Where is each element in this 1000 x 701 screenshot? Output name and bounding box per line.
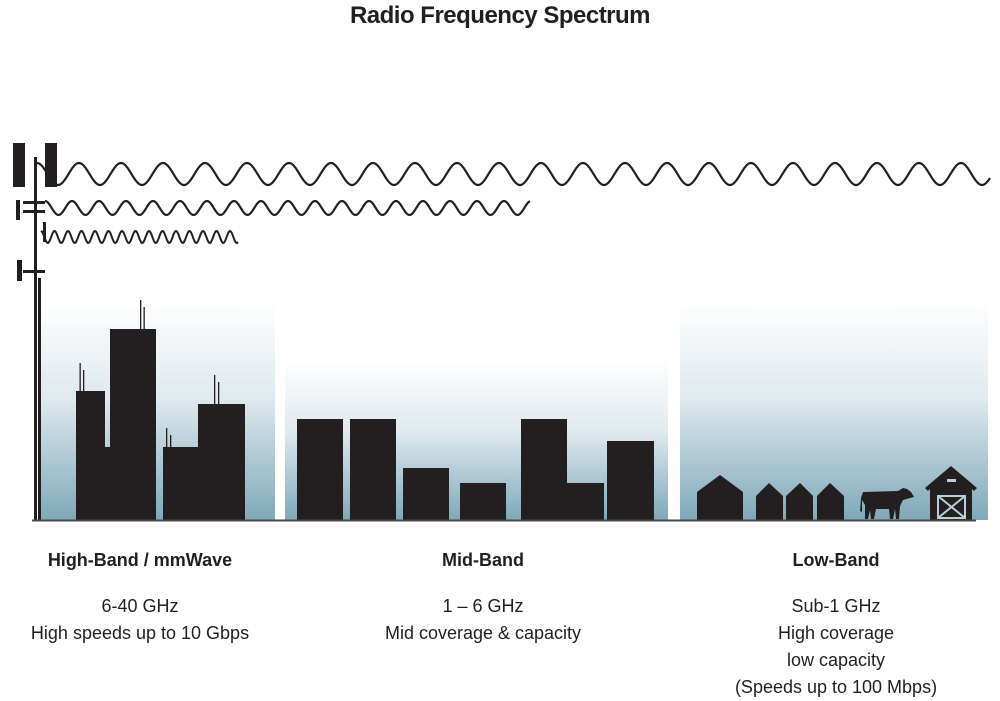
band-description: low capacity bbox=[786, 650, 886, 670]
suburban-buildings-icon bbox=[297, 419, 654, 520]
band-name: Low-Band bbox=[792, 550, 880, 570]
low-band-label: Low-Band Sub-1 GHz High coverage low cap… bbox=[686, 547, 986, 701]
high-band-label: High-Band / mmWave 6-40 GHz High speeds … bbox=[0, 547, 290, 647]
band-frequency: 6-40 GHz bbox=[101, 596, 179, 616]
cow-icon bbox=[860, 488, 914, 519]
band-description: (Speeds up to 100 Mbps) bbox=[734, 677, 938, 697]
band-description: High speeds up to 10 Gbps bbox=[30, 623, 250, 643]
low-band-wave bbox=[36, 161, 991, 187]
mid-band-wave bbox=[44, 199, 531, 217]
diagram-title: Radio Frequency Spectrum bbox=[349, 2, 651, 29]
band-description: Mid coverage & capacity bbox=[384, 623, 582, 643]
band-frequency: 1 – 6 GHz bbox=[442, 596, 524, 616]
cell-tower-icon bbox=[13, 143, 57, 521]
mid-band-label: Mid-Band 1 – 6 GHz Mid coverage & capaci… bbox=[333, 547, 633, 647]
band-description: High coverage bbox=[777, 623, 895, 643]
high-band-wave bbox=[40, 229, 239, 245]
barn-icon bbox=[925, 466, 977, 520]
city-skyline-icon bbox=[76, 300, 245, 520]
band-name: High-Band / mmWave bbox=[47, 550, 233, 570]
band-name: Mid-Band bbox=[442, 550, 524, 570]
rural-farm-icon bbox=[697, 475, 844, 520]
band-frequency: Sub-1 GHz bbox=[791, 596, 881, 616]
